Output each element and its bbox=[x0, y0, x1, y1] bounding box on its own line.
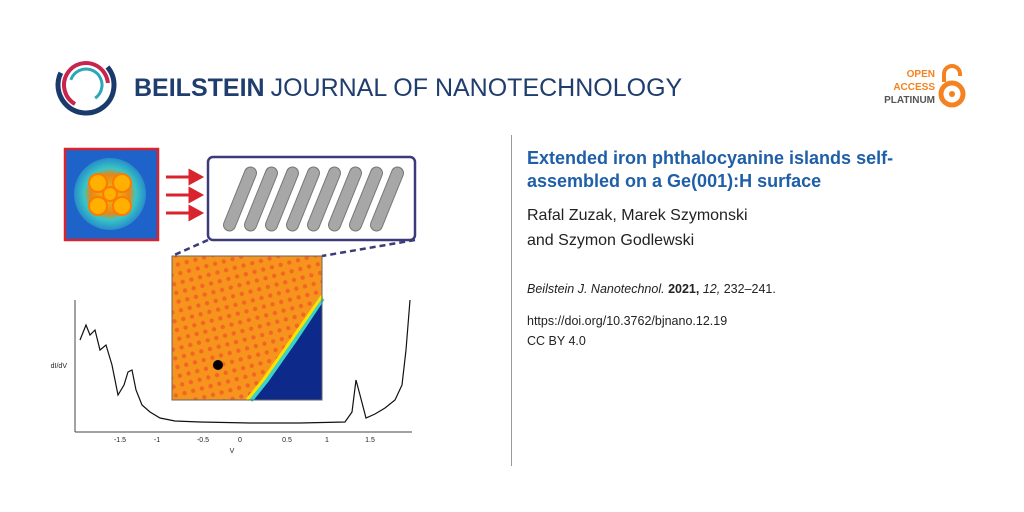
decoration bbox=[166, 168, 205, 222]
volume: 12, bbox=[703, 282, 720, 296]
logo bbox=[55, 54, 117, 116]
decoration bbox=[252, 300, 322, 400]
decoration bbox=[79, 299, 411, 424]
decoration bbox=[942, 64, 962, 82]
decoration bbox=[188, 204, 205, 222]
lock-icon bbox=[938, 64, 966, 108]
badge-line: OPEN bbox=[907, 69, 935, 80]
decoration bbox=[88, 196, 108, 216]
brand-bold: BEILSTEIN bbox=[134, 74, 265, 102]
x-tick-label: -1.5 bbox=[114, 437, 126, 444]
x-tick-label: 0 bbox=[238, 437, 242, 444]
badge-line: PLATINUM bbox=[884, 95, 935, 106]
decoration bbox=[171, 238, 209, 258]
article-title: Extended iron phthalocyanine islands sel… bbox=[527, 148, 893, 168]
badge-line: ACCESS bbox=[893, 82, 935, 93]
brand: BEILSTEIN JOURNAL OF NANOTECHNOLOGY bbox=[134, 74, 683, 102]
x-tick-label: -1 bbox=[154, 437, 160, 444]
decoration bbox=[55, 54, 117, 116]
decoration bbox=[188, 168, 205, 186]
x-tick-label: -0.5 bbox=[197, 437, 209, 444]
x-axis-label: V bbox=[230, 448, 235, 455]
rod bbox=[370, 166, 404, 232]
decoration bbox=[188, 186, 205, 204]
rod bbox=[286, 166, 320, 232]
decoration bbox=[62, 61, 110, 109]
rod bbox=[349, 166, 383, 232]
x-tick-label: 0.5 bbox=[282, 437, 292, 444]
decoration bbox=[223, 166, 404, 232]
authors: and Szymon Godlewski bbox=[527, 232, 694, 249]
decoration bbox=[321, 238, 416, 258]
x-tick-label: 1 bbox=[325, 437, 329, 444]
decoration bbox=[88, 173, 132, 216]
doi[interactable]: https://doi.org/10.3762/bjnano.12.19 bbox=[527, 314, 727, 328]
rod bbox=[328, 166, 362, 232]
decoration bbox=[112, 196, 132, 216]
decoration bbox=[88, 173, 108, 193]
decoration bbox=[102, 186, 118, 202]
authors: Rafal Zuzak, Marek Szymonski bbox=[527, 207, 748, 224]
decoration bbox=[949, 91, 955, 97]
year: 2021, bbox=[668, 282, 699, 296]
rod bbox=[307, 166, 341, 232]
citation: Beilstein J. Nanotechnol. 2021, 12, 232–… bbox=[527, 282, 776, 296]
brand-light: JOURNAL OF NANOTECHNOLOGY bbox=[271, 74, 683, 102]
decoration bbox=[247, 296, 325, 402]
decoration bbox=[245, 295, 324, 401]
pages: 232–241. bbox=[724, 282, 776, 296]
decoration bbox=[171, 255, 323, 401]
license: CC BY 4.0 bbox=[527, 334, 586, 348]
rod bbox=[244, 166, 278, 232]
article-title: assembled on a Ge(001):H surface bbox=[527, 171, 821, 191]
x-tick-label: 1.5 bbox=[365, 437, 375, 444]
rod bbox=[265, 166, 299, 232]
y-axis-label: dI/dV bbox=[51, 363, 68, 370]
journal: Beilstein J. Nanotechnol. bbox=[527, 282, 665, 296]
decoration bbox=[112, 173, 132, 193]
decoration bbox=[938, 80, 966, 108]
decoration bbox=[68, 67, 104, 103]
graphical-abstract bbox=[63, 147, 417, 433]
decoration bbox=[213, 360, 223, 370]
rod bbox=[223, 166, 257, 232]
